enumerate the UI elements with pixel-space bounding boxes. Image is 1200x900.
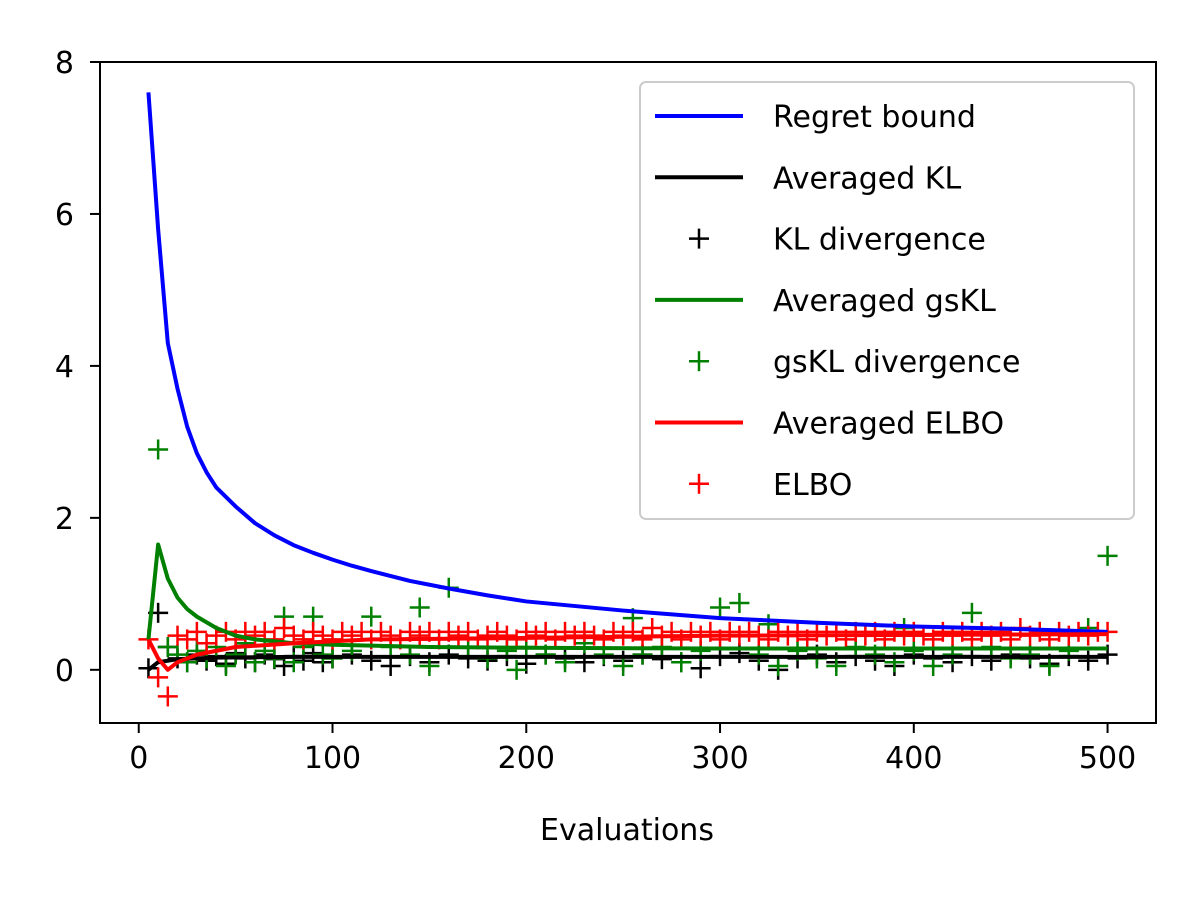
elbo-point <box>245 625 266 646</box>
gskl-divergence-point <box>419 656 440 677</box>
y-axis: 0 2 4 6 8 <box>55 46 100 689</box>
y-tick-label: 6 <box>55 198 74 233</box>
kl-divergence-point <box>380 656 401 677</box>
legend-entry-averaged-gskl: Averaged gsKL <box>655 284 996 319</box>
regret-bound-line <box>146 92 1108 634</box>
y-tick-label: 0 <box>55 654 74 689</box>
elbo-point <box>409 625 430 646</box>
legend-entry-gskl-divergence: gsKL divergence <box>689 345 1020 380</box>
elbo-point <box>806 621 827 642</box>
legend-marker <box>689 351 709 372</box>
x-tick-label: 500 <box>1079 741 1136 776</box>
averaged-gskl-line <box>146 542 1108 651</box>
gskl-divergence-point <box>361 606 382 627</box>
elbo-point <box>768 621 789 642</box>
legend-marker <box>689 473 709 494</box>
gskl-divergence-point <box>826 656 847 677</box>
elbo-point <box>680 621 701 642</box>
gskl-divergence-point <box>961 602 982 623</box>
elbo-point <box>932 621 953 642</box>
x-tick-label: 0 <box>129 741 148 776</box>
gskl-divergence-point <box>613 656 634 677</box>
gskl-divergence-point <box>729 592 750 613</box>
x-tick-label: 300 <box>691 741 748 776</box>
x-tick-label: 400 <box>885 741 942 776</box>
x-axis-label: Evaluations <box>540 813 714 848</box>
gskl-divergence-point <box>148 439 169 460</box>
elbo-point <box>167 625 188 646</box>
gskl-divergence-point <box>1039 656 1060 677</box>
legend-label: Averaged KL <box>773 161 961 196</box>
elbo-point <box>157 686 178 707</box>
legend-entry-averaged-elbo: Averaged ELBO <box>655 407 1004 442</box>
elbo-point <box>632 629 653 650</box>
gskl-divergence-point <box>506 659 527 680</box>
legend-entry-elbo: ELBO <box>689 468 852 503</box>
elbo-point <box>380 625 401 646</box>
gskl-divergence-point <box>710 597 731 618</box>
kl-divergence-point <box>1078 650 1099 671</box>
legend-entry-kl-divergence: KL divergence <box>689 223 986 258</box>
legend-marker <box>689 228 709 249</box>
x-tick-label: 100 <box>304 741 361 776</box>
gskl-divergence-point <box>768 656 789 677</box>
elbo-point <box>186 621 207 642</box>
elbo-point <box>477 625 498 646</box>
elbo-point <box>303 621 324 642</box>
kl-divergence-point <box>690 658 711 679</box>
legend-label: gsKL divergence <box>773 345 1020 380</box>
legend-label: Averaged gsKL <box>773 284 996 319</box>
x-tick-label: 200 <box>498 741 555 776</box>
elbo-point <box>148 667 169 688</box>
gskl-divergence-point <box>312 644 333 665</box>
plot-area <box>138 92 1118 707</box>
averaged-kl-line <box>147 654 1108 672</box>
legend-box <box>639 81 1135 520</box>
elbo-point <box>496 625 517 646</box>
x-axis: 0 100 200 300 400 500 <box>129 723 1136 776</box>
kl-divergence-point <box>361 650 382 671</box>
legend-label: Regret bound <box>773 100 976 135</box>
y-tick-label: 2 <box>55 502 74 537</box>
elbo-point <box>525 625 546 646</box>
legend-entry-averaged-kl: Averaged KL <box>655 161 961 196</box>
elbo-point <box>448 625 469 646</box>
plot-frame <box>99 61 1157 724</box>
elbo-point <box>739 621 760 642</box>
gskl-divergence-point <box>1097 545 1118 566</box>
y-tick-label: 8 <box>55 46 74 81</box>
legend-entry-regret-bound: Regret bound <box>655 100 976 135</box>
gskl-divergence-point <box>409 597 430 618</box>
elbo-point <box>332 621 353 642</box>
elbo-point <box>719 621 740 642</box>
legend-label: ELBO <box>773 468 852 503</box>
elbo-point <box>971 621 992 642</box>
legend: Regret bound Averaged KL KL divergence Aver… <box>639 81 1135 520</box>
averaged-elbo-line <box>146 632 1108 672</box>
y-tick-label: 4 <box>55 350 74 385</box>
legend-label: KL divergence <box>773 223 986 258</box>
gskl-divergence-point <box>923 656 944 677</box>
kl-divergence-point <box>729 643 750 664</box>
legend-label: Averaged ELBO <box>773 407 1004 442</box>
